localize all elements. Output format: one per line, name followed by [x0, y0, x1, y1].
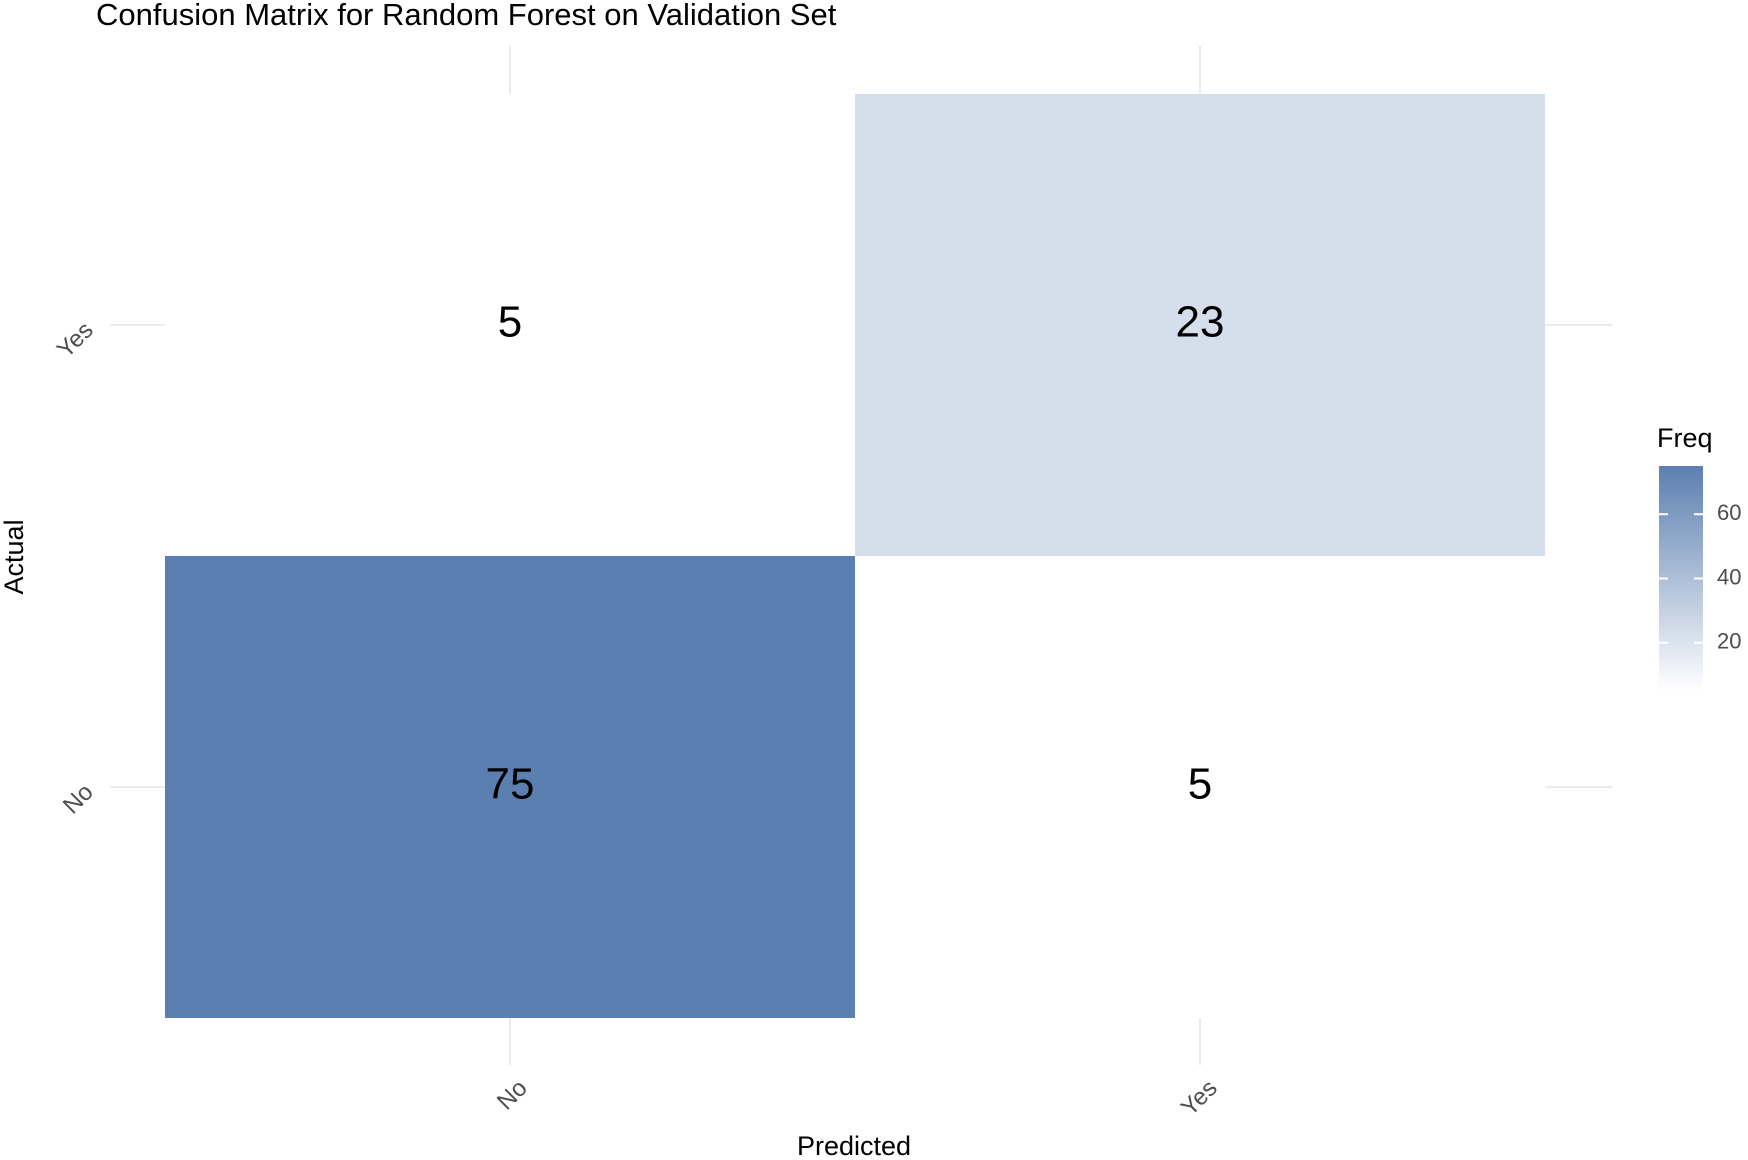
x-tick-label: No — [492, 1075, 533, 1116]
y-tick-label: No — [58, 779, 99, 820]
colorbar-tick-label: 20 — [1717, 629, 1741, 654]
colorbar-tick-label: 40 — [1717, 564, 1741, 589]
cell-label: 5 — [1188, 760, 1212, 809]
legend-title: Freq — [1657, 423, 1713, 453]
x-tick-label: Yes — [1176, 1075, 1223, 1122]
x-axis-label: Predicted — [797, 1131, 911, 1160]
chart-title: Confusion Matrix for Random Forest on Va… — [96, 0, 837, 32]
cell-label: 23 — [1176, 298, 1225, 347]
heatmap-cell — [855, 556, 1545, 1018]
heatmap-cell — [165, 556, 855, 1018]
heatmap-cell — [165, 94, 855, 556]
y-axis-label: Actual — [0, 519, 29, 594]
heatmap-cell — [855, 94, 1545, 556]
y-tick-label: Yes — [52, 317, 99, 364]
cell-label: 5 — [498, 298, 522, 347]
colorbar-tick-label: 60 — [1717, 500, 1741, 525]
cell-label: 75 — [486, 760, 535, 809]
